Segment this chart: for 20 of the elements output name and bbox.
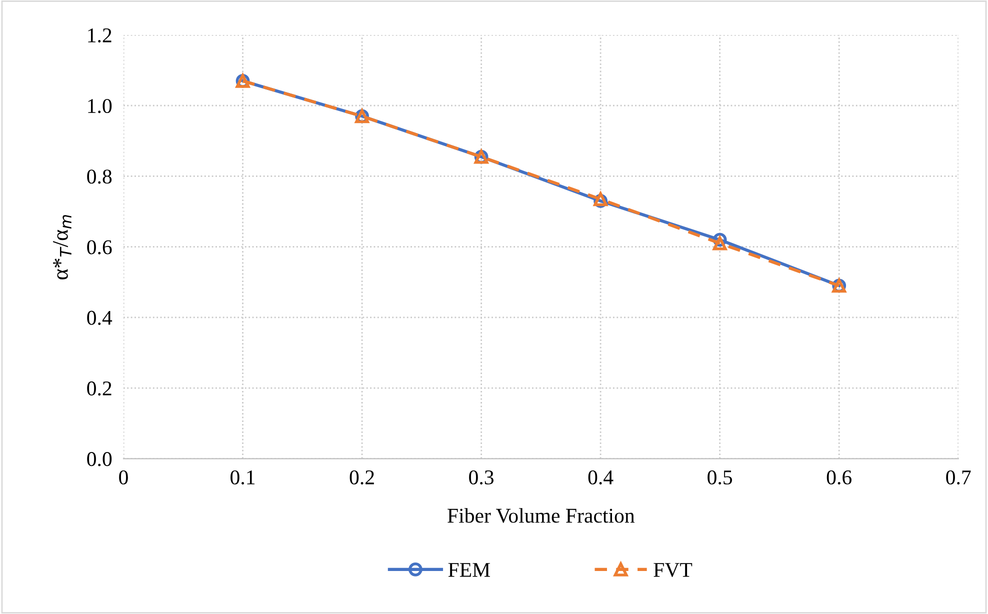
y-tick-label: 0.2 bbox=[87, 381, 112, 396]
legend-label: FEM bbox=[448, 563, 490, 577]
x-axis-title: Fiber Volume Fraction bbox=[448, 508, 635, 523]
y-tick-label: 0.8 bbox=[87, 170, 112, 184]
y-tick-label: 0.4 bbox=[87, 310, 112, 325]
x-tick-label: 0.2 bbox=[350, 470, 374, 485]
y-axis-title: α*$_{T}$/α$_{m}$ bbox=[53, 215, 72, 280]
point bbox=[712, 236, 727, 250]
x-tick-label: 0.3 bbox=[469, 470, 494, 485]
y-tick-label: 0.6 bbox=[87, 240, 112, 254]
x-tick-label: 0.5 bbox=[708, 470, 732, 485]
x-tick-label: 0 bbox=[119, 470, 128, 484]
x-tick-label: 0.1 bbox=[230, 470, 255, 485]
x-tick-label: 0.7 bbox=[946, 470, 971, 485]
y-tick-label: 1.0 bbox=[88, 98, 112, 114]
x-tick-label: 0.4 bbox=[588, 470, 614, 485]
y-tick-label: 0.0 bbox=[87, 452, 112, 466]
legend-label: FVT bbox=[654, 563, 692, 578]
y-tick-label: 1.2 bbox=[88, 28, 112, 43]
x-tick-label: 0.6 bbox=[826, 470, 852, 485]
